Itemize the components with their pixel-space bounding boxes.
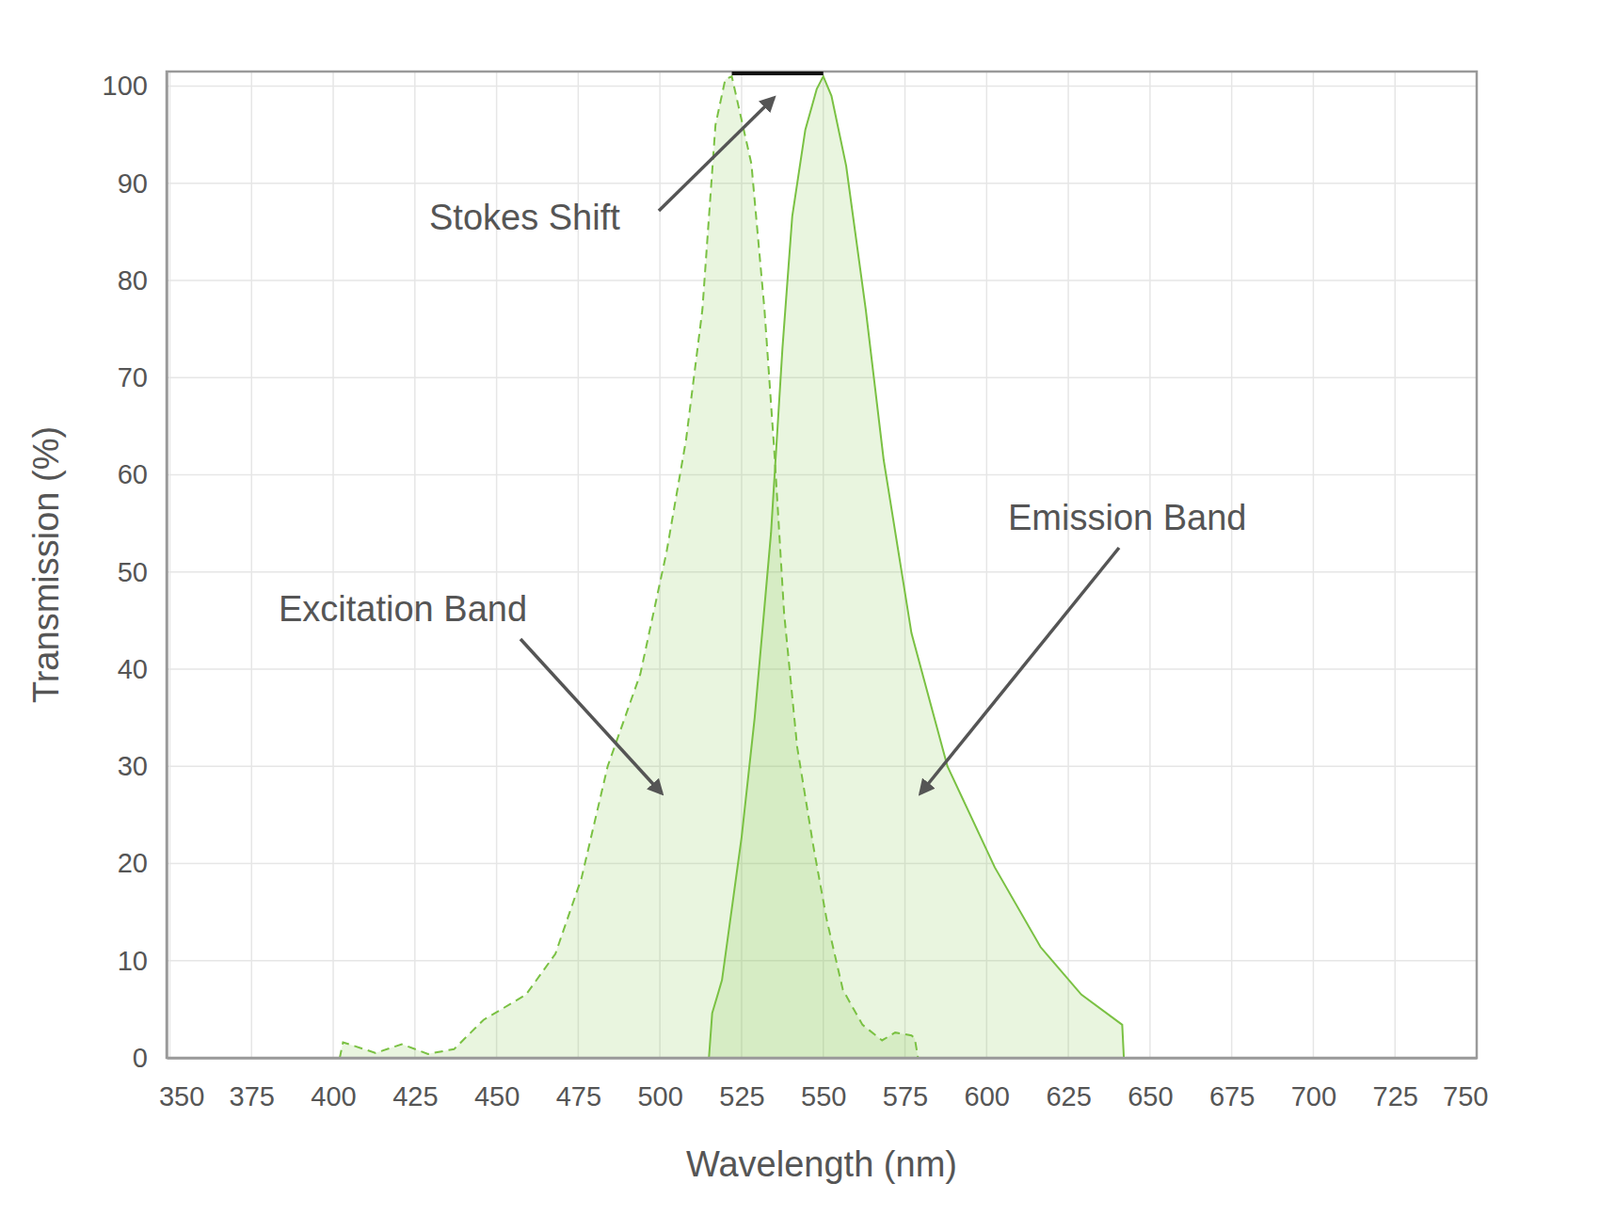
x-tick: 500 <box>637 1057 683 1112</box>
grid-line-x <box>1393 71 1396 1058</box>
x-tick: 450 <box>474 1057 520 1112</box>
x-tick-label: 475 <box>556 1081 602 1112</box>
x-tick: 575 <box>882 1057 928 1112</box>
series-label: Emission Band <box>1008 497 1247 538</box>
annotation-arrow <box>920 547 1120 794</box>
x-tick-label: 400 <box>310 1081 356 1112</box>
stokes-shift-bar <box>732 71 824 76</box>
y-tick: 20 <box>117 848 167 879</box>
x-tick: 700 <box>1291 1057 1337 1112</box>
plot-frame <box>166 71 1477 1058</box>
x-tick: 400 <box>310 1057 356 1112</box>
y-tick: 90 <box>117 168 167 199</box>
grid-line-x <box>1149 71 1152 1058</box>
grid <box>166 71 1477 1058</box>
x-axis: 350 375 400 425 450 475 500 525 550 575 600 625 650 6… <box>159 1057 1489 1112</box>
x-tick: 750 <box>1442 1057 1488 1112</box>
x-tick: 675 <box>1209 1057 1255 1112</box>
x-tick-label: 700 <box>1291 1081 1337 1112</box>
x-tick-label: 550 <box>800 1081 847 1112</box>
y-axis-title: Transmission (%) <box>26 426 66 704</box>
y-tick-label: 40 <box>117 654 148 685</box>
x-tick: 350 <box>159 1057 205 1112</box>
x-tick-label: 725 <box>1373 1081 1419 1112</box>
y-tick-label: 10 <box>117 945 148 976</box>
y-tick: 0 <box>132 1042 167 1073</box>
x-tick-label: 425 <box>392 1081 438 1112</box>
grid-line-x <box>414 71 416 1058</box>
y-tick-label: 50 <box>117 557 148 588</box>
x-tick-label: 750 <box>1442 1081 1488 1112</box>
y-tick: 100 <box>102 70 167 101</box>
y-tick: 60 <box>117 459 167 490</box>
y-tick-label: 30 <box>117 751 148 782</box>
x-tick: 625 <box>1045 1057 1091 1112</box>
y-tick-label: 60 <box>117 459 148 490</box>
grid-line-x <box>1231 71 1233 1058</box>
x-tick-label: 575 <box>882 1081 928 1112</box>
x-tick-label: 675 <box>1209 1081 1255 1112</box>
x-tick: 425 <box>392 1057 438 1112</box>
y-tick-label: 100 <box>102 70 148 101</box>
y-tick-label: 20 <box>117 848 148 879</box>
x-tick: 375 <box>229 1057 275 1112</box>
x-tick-label: 500 <box>637 1081 683 1112</box>
y-axis: 0 10 20 30 40 50 60 70 80 90 100 <box>102 70 168 1073</box>
y-tick: 40 <box>117 654 167 685</box>
x-tick-label: 600 <box>964 1081 1010 1112</box>
y-tick: 70 <box>117 362 167 393</box>
x-tick: 725 <box>1373 1057 1419 1112</box>
x-tick-label: 375 <box>229 1081 275 1112</box>
annotation-arrow <box>658 97 774 211</box>
y-tick: 50 <box>117 557 167 588</box>
x-tick-label: 625 <box>1045 1081 1091 1112</box>
x-tick-label: 525 <box>719 1081 765 1112</box>
x-tick: 650 <box>1127 1057 1173 1112</box>
area-fill <box>169 76 1477 1058</box>
area-fill <box>169 76 1477 1058</box>
y-tick: 10 <box>117 945 167 976</box>
x-tick-label: 450 <box>474 1081 520 1112</box>
grid-line-x <box>1312 71 1315 1058</box>
area-line <box>169 76 1477 1058</box>
grid-line-x <box>332 71 335 1058</box>
chart: 3503754004254504755005255505756006256506… <box>0 0 1600 1215</box>
marks <box>169 76 1477 1058</box>
x-tick-label: 350 <box>159 1081 205 1112</box>
x-tick-label: 650 <box>1127 1081 1173 1112</box>
series-label: Excitation Band <box>278 589 528 629</box>
x-tick: 600 <box>964 1057 1010 1112</box>
plot: 3503754004254504755005255505756006256506… <box>102 70 1489 1111</box>
x-tick: 550 <box>800 1057 847 1112</box>
x-tick: 475 <box>556 1057 602 1112</box>
y-tick-label: 70 <box>117 362 148 393</box>
y-tick: 80 <box>117 265 167 296</box>
y-tick-label: 90 <box>117 168 148 199</box>
grid-line-x <box>1067 71 1070 1058</box>
y-tick: 30 <box>117 751 167 782</box>
grid-line-x <box>169 71 172 1058</box>
y-tick-label: 0 <box>132 1042 148 1073</box>
annotation-text: Stokes Shift <box>429 197 621 238</box>
x-tick: 525 <box>719 1057 765 1112</box>
annotation-arrow <box>520 639 662 794</box>
area-line <box>169 76 1477 1058</box>
x-axis-title: Wavelength (nm) <box>686 1144 958 1184</box>
y-tick-label: 80 <box>117 265 148 296</box>
grid-line-x <box>251 71 254 1058</box>
annotations: Excitation Band Emission Band Stokes Shift <box>278 73 1247 794</box>
